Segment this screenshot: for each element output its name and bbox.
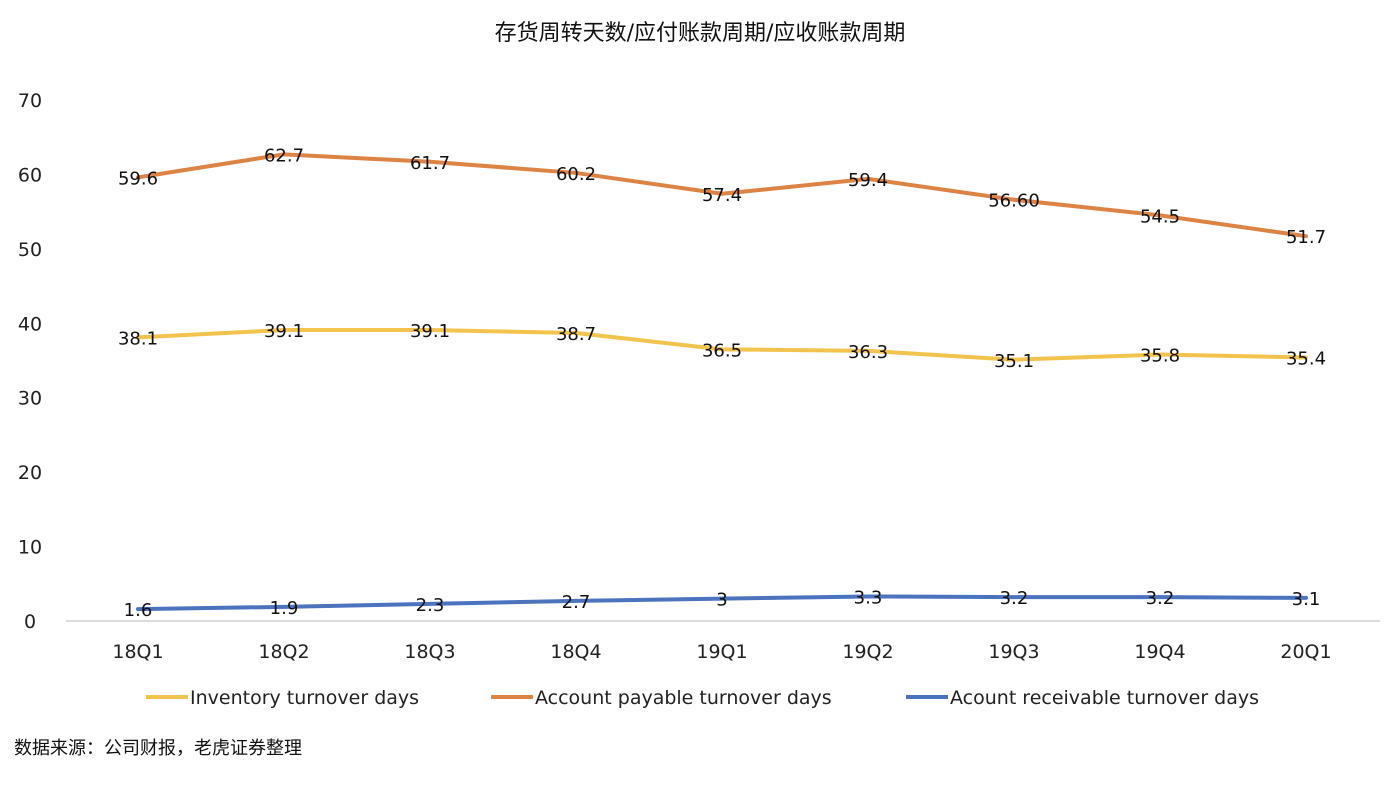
y-tick-label: 20 [18,462,42,484]
data-label: 56.60 [988,191,1040,212]
data-label: 39.1 [410,321,450,342]
data-label: 62.7 [264,145,304,166]
data-label: 3.2 [1000,588,1029,609]
legend-label: Inventory turnover days [190,687,419,709]
data-label: 2.3 [416,595,445,616]
data-label: 35.4 [1286,349,1326,370]
x-tick-label: 18Q3 [404,641,455,663]
x-tick-label: 19Q1 [696,641,747,663]
data-label: 61.7 [410,153,450,174]
data-label: 3.3 [854,587,883,608]
data-label: 35.1 [994,351,1034,372]
legend-label: Acount receivable turnover days [950,687,1259,709]
data-label: 38.1 [118,328,158,349]
data-label: 3.2 [1146,588,1175,609]
data-label: 35.8 [1140,346,1180,367]
x-tick-label: 18Q4 [550,641,601,663]
x-tick-label: 19Q3 [988,641,1039,663]
y-tick-label: 30 [18,388,42,410]
y-tick-label: 60 [18,164,42,186]
data-label: 54.5 [1140,206,1180,227]
x-tick-label: 19Q2 [842,641,893,663]
data-label: 3.1 [1292,589,1321,610]
series-line [136,594,1308,612]
y-tick-label: 50 [18,239,42,261]
y-tick-label: 0 [24,611,36,633]
series-line [136,152,1308,239]
data-label: 60.2 [556,164,596,185]
data-label: 1.9 [270,598,299,619]
x-tick-label: 20Q1 [1280,641,1331,663]
y-axis-ticks: 0 10 20 30 40 50 60 70 [18,90,42,633]
data-label: 59.4 [848,170,888,191]
legend: Inventory turnover days Account payable t… [146,687,1259,709]
x-tick-label: 19Q4 [1134,641,1185,663]
data-label: 36.5 [702,340,742,361]
y-tick-label: 10 [18,537,42,559]
data-label: 57.4 [702,185,742,206]
data-labels: 38.1 39.1 39.1 38.7 36.5 36.3 35.1 35.8 35.4 59.6… [118,145,1326,621]
y-tick-label: 40 [18,313,42,335]
series-line [136,327,1308,362]
data-label: 36.3 [848,342,888,363]
data-label: 2.7 [562,592,591,613]
data-label: 59.6 [118,168,158,189]
data-label: 51.7 [1286,227,1326,248]
x-tick-label: 18Q2 [258,641,309,663]
data-label: 1.6 [124,600,153,621]
x-tick-label: 18Q1 [112,641,163,663]
data-label: 3 [716,590,727,611]
data-label: 39.1 [264,321,304,342]
x-axis-ticks: 18Q1 18Q2 18Q3 18Q4 19Q1 19Q2 19Q3 19Q4 20Q1 [112,641,1331,663]
legend-label: Account payable turnover days [535,687,832,709]
y-tick-label: 70 [18,90,42,112]
series-group [136,152,1308,612]
chart-title: 存货周转天数/应付账款周期/应收账款周期 [495,21,906,46]
data-label: 38.7 [556,324,596,345]
source-note: 数据来源：公司财报，老虎证券整理 [14,738,302,759]
